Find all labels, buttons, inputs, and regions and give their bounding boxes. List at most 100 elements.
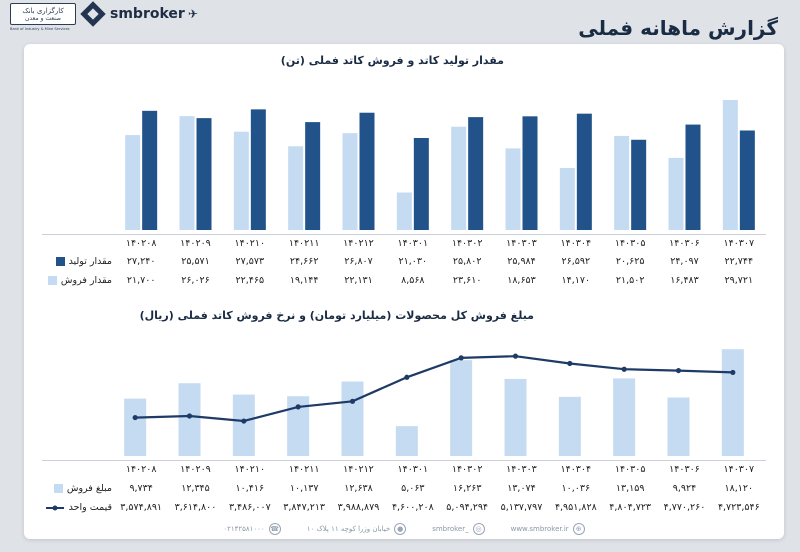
chart2-amount-cell: ۱۰,۱۳۷ [289, 483, 319, 494]
chart1-sales-cell: ۲۲,۱۳۱ [344, 275, 373, 286]
chart1-category-cell: ۱۴۰۳۰۱ [397, 238, 429, 249]
chart1-production-legend-swatch [55, 257, 65, 266]
chart1-production-bar [305, 122, 321, 230]
chart2-amount-cell: ۱۳,۱۵۹ [615, 483, 645, 494]
chart2-price-point [730, 369, 736, 376]
chart1-sales-cell: ۲۹,۷۲۱ [724, 275, 754, 286]
footer-instagram[interactable]: smbroker_ ◎ [432, 523, 485, 535]
chart2-price-point [621, 366, 627, 372]
chart2-category-row: ۱۴۰۲۰۸ ۱۴۰۲۰۹ ۱۴۰۲۱۰ ۱۴۰۲۱۱ ۱۴۰۲۱۲ ۱۴۰۳۰۱ ۱۴۰۳… [42, 460, 766, 477]
chart1-sales-bar [288, 146, 304, 230]
bank-logo: کارگزاری بانک صنعت و معدن [10, 3, 76, 25]
chart2-price-row: ۳,۵۷۴,۸۹۱ ۳,۶۱۴,۸۰۰ ۳,۴۸۶,۰۰۷ ۳,۸۴۷,۲۱۳ ۳,۹۸… [42, 499, 766, 516]
chart2-price-cell: ۴,۷۲۳,۵۴۶ [717, 502, 760, 513]
chart2-category-cell: ۱۴۰۲۱۲ [343, 464, 374, 475]
chart1-production-cell: ۲۶,۵۹۲ [561, 256, 591, 267]
chart1-category-cell: ۱۴۰۳۰۶ [669, 238, 700, 249]
chart1-sales-cell: ۲۳,۶۱۰ [452, 275, 482, 286]
chart2-price-point [458, 355, 464, 361]
logo-mark-icon [80, 1, 106, 27]
chart1-category-row: ۱۴۰۲۰۸ ۱۴۰۲۰۹ ۱۴۰۲۱۰ ۱۴۰۲۱۱ ۱۴۰۲۱۲ ۱۴۰۳۰۱ ۱۴۰۳… [42, 234, 766, 251]
chart2-amount-cell: ۱۲,۳۴۵ [181, 483, 210, 494]
chart1-production-bar [522, 116, 538, 230]
chart2-amount-bar [395, 426, 418, 456]
chart2-amount-row: ۹,۷۳۴ ۱۲,۳۴۵ ۱۰,۴۱۶ ۱۰,۱۳۷ ۱۲,۶۳۸ ۵,۰۶۳ ۱۶,۲۶۳… [42, 480, 766, 497]
chart2-price-point [675, 367, 682, 374]
chart2-amount-cell: ۱۶,۲۶۳ [452, 483, 482, 494]
footer-website[interactable]: www.smbroker.ir ⊕ [511, 523, 585, 535]
chart2-amount-legend: مبلغ فروش [42, 480, 112, 497]
chart2-category-cell: ۱۴۰۲۱۱ [288, 464, 320, 475]
chart1-category-cell: ۱۴۰۳۰۷ [723, 238, 755, 249]
chart1-sales-legend-label: مقدار فروش [60, 275, 112, 286]
chart2-title: مبلغ فروش کل محصولات (میلیارد تومان) و ن… [139, 309, 534, 322]
chart1-sales-legend: مقدار فروش [42, 272, 112, 289]
chart1-production-cell: ۲۲,۷۴۴ [724, 256, 754, 267]
chart1-sales-bar [668, 157, 684, 230]
chart2-price-cell: ۳,۸۴۷,۲۱۳ [283, 502, 326, 513]
chart1-category-cell: ۱۴۰۲۱۲ [343, 238, 374, 249]
chart1-production-bar [685, 124, 701, 230]
report-card: مقدار تولید کاتد و فروش کاتد فملی (تن) ۱… [24, 44, 784, 539]
chart1-sales-cell: ۱۸,۶۵۳ [507, 275, 536, 286]
chart1-production-cell: ۲۴,۰۹۷ [670, 256, 699, 267]
footer-phone: ۰۲۱۴۲۵۸۱۰۰۰ ☎ [223, 523, 281, 535]
chart1-production-cell: ۲۷,۲۴۰ [126, 256, 156, 267]
chart1-production-cell: ۲۷,۵۷۳ [235, 256, 265, 267]
brand-name: smbroker [110, 6, 185, 22]
chart1-production-bar [631, 139, 647, 230]
chart1-sales-cell: ۲۱,۵۰۲ [615, 275, 645, 286]
chart2-category-cell: ۱۴۰۲۰۸ [125, 464, 157, 475]
chart1-production-cell: ۲۶,۸۰۷ [344, 256, 373, 267]
chart2-price-point [295, 404, 301, 410]
chart1-production-cell: ۲۵,۸۰۲ [452, 256, 482, 267]
chart2-amount-cell: ۵,۰۶۳ [401, 483, 425, 494]
address-text: خیابان وزرا کوچه ۱۱ پلاک ۱۰ [306, 525, 391, 533]
chart1-production-cell: ۲۱,۰۳۰ [398, 256, 428, 267]
phone-text: ۰۲۱۴۲۵۸۱۰۰۰ [223, 525, 265, 533]
chart1-production-cell: ۲۰,۶۲۵ [615, 256, 645, 267]
chart1-production-legend: مقدار تولید [42, 253, 112, 270]
chart1-category-cell: ۱۴۰۳۰۲ [451, 238, 483, 249]
logo-line-2: صنعت و معدن [24, 14, 62, 22]
chart1-svg [125, 99, 755, 230]
chart2-amount-bar [450, 360, 473, 456]
chart2-amount-bar [341, 381, 364, 456]
chart1-sales-cell: ۱۹,۱۴۴ [289, 275, 319, 286]
chart2-price-line [135, 355, 733, 423]
chart2-amount-cell: ۱۰,۰۳۶ [561, 483, 591, 494]
chart1-sales-row: ۲۱,۷۰۰ ۲۶,۰۲۶ ۲۲,۴۶۵ ۱۹,۱۴۴ ۲۲,۱۳۱ ۸,۵۶۸ ۲۳,۶۱… [42, 272, 766, 289]
chart2-price-cell: ۴,۶۰۰,۲۰۸ [391, 502, 434, 513]
chart2-amount-bar [232, 394, 255, 456]
chart2-category-cell: ۱۴۰۳۰۷ [723, 464, 755, 475]
chart1-sales-bar [125, 135, 141, 230]
chart1-category-cell: ۱۴۰۲۰۸ [125, 238, 157, 249]
instagram-text[interactable]: smbroker_ [432, 525, 469, 533]
chart1-category-cell: ۱۴۰۲۱۰ [234, 238, 266, 249]
chart2-amount-bar [178, 383, 201, 456]
chart2-price-cell: ۳,۴۸۶,۰۰۷ [228, 502, 271, 513]
location-icon: ● [394, 523, 407, 535]
logo-line-1: کارگزاری بانک [22, 6, 64, 15]
chart1-production-bar [359, 112, 375, 230]
chart1-category-cell: ۱۴۰۳۰۵ [614, 238, 646, 249]
chart1-sales-cell: ۲۶,۰۲۶ [181, 275, 210, 286]
brand: کارگزاری بانک صنعت و معدن smbroker ✈ [10, 1, 198, 27]
chart1-production-bar [468, 117, 484, 230]
chart2-amount-bar [558, 396, 581, 456]
chart1-sales-cell: ۲۱,۷۰۰ [126, 275, 156, 286]
chart2-category-cell: ۱۴۰۲۰۹ [180, 464, 211, 475]
chart2-price-legend-swatch [45, 505, 64, 510]
chart2-category-cell: ۱۴۰۳۰۱ [397, 464, 429, 475]
chart2-amount-bar [667, 397, 690, 456]
chart1-production-bar [739, 130, 755, 230]
website-text[interactable]: www.smbroker.ir [510, 525, 569, 533]
chart2-price-cell: ۳,۹۸۸,۸۷۹ [337, 502, 380, 513]
chart2-price-point [404, 374, 410, 380]
chart2-price-cell: ۳,۶۱۴,۸۰۰ [174, 502, 217, 513]
chart2-price-point [567, 360, 573, 367]
chart1-sales-bar [342, 133, 358, 230]
chart1-sales-cell: ۸,۵۶۸ [401, 275, 425, 286]
chart1-sales-bar [722, 99, 738, 230]
chart1-sales-bar [505, 148, 521, 230]
